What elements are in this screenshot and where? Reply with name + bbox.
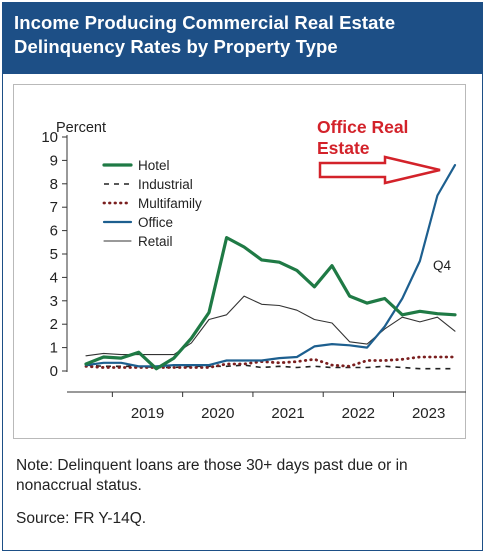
y-tick-label: 0 xyxy=(50,363,58,380)
series-line-retail xyxy=(85,295,456,357)
figure-frame: Income Producing Commercial Real Estate … xyxy=(2,2,483,551)
chart-title-line1: Income Producing Commercial Real Estate xyxy=(14,12,396,33)
annotation-arrow-icon xyxy=(318,155,441,185)
source-text: Source: FR Y-14Q. xyxy=(16,510,147,527)
x-tick-label-2021: 2021 xyxy=(271,405,304,422)
series-line-multifamily xyxy=(84,355,457,369)
y-tick-label: 1 xyxy=(50,340,58,357)
y-tick-label: 6 xyxy=(50,223,58,240)
annotation-office-title-line1: Office Real xyxy=(317,117,408,137)
x-tick-label-2023: 2023 xyxy=(412,405,445,422)
y-tick-label: 7 xyxy=(50,199,58,216)
y-tick-label: 8 xyxy=(50,176,58,193)
legend-label-retail: Retail xyxy=(138,234,173,249)
y-tick-label: 5 xyxy=(50,246,58,263)
legend-label-multifamily: Multifamily xyxy=(138,196,202,211)
y-tick-label: 2 xyxy=(50,316,58,333)
annotation-office-title-line2: Estate xyxy=(317,138,370,158)
series-layer xyxy=(84,164,457,371)
x-tick-label-2019: 2019 xyxy=(131,405,164,422)
y-tick-label: 4 xyxy=(50,269,58,286)
legend-label-office: Office xyxy=(138,215,173,230)
y-axis-label: Percent xyxy=(56,120,106,136)
note-text: Note: Delinquent loans are those 30+ day… xyxy=(16,457,408,494)
legend-label-industrial: Industrial xyxy=(138,177,193,192)
y-tick-label: 9 xyxy=(50,152,58,169)
series-line-hotel xyxy=(84,236,457,371)
y-tick-label: 10 xyxy=(41,129,58,146)
chart-panel xyxy=(13,84,466,439)
header-banner: Income Producing Commercial Real Estate … xyxy=(3,3,482,74)
x-axis: 2019 2020 2021 2022 2023 xyxy=(67,391,466,422)
annotation-q4: Q4 xyxy=(433,258,452,273)
legend: Hotel Industrial Multifamily Office Retail xyxy=(102,158,202,249)
chart-title-line2: Delinquency Rates by Property Type xyxy=(14,36,338,57)
x-tick-label-2022: 2022 xyxy=(342,405,375,422)
series-line-office xyxy=(84,164,457,368)
x-tick-label-2020: 2020 xyxy=(201,405,234,422)
y-tick-label: 3 xyxy=(50,293,58,310)
legend-label-hotel: Hotel xyxy=(138,158,170,173)
